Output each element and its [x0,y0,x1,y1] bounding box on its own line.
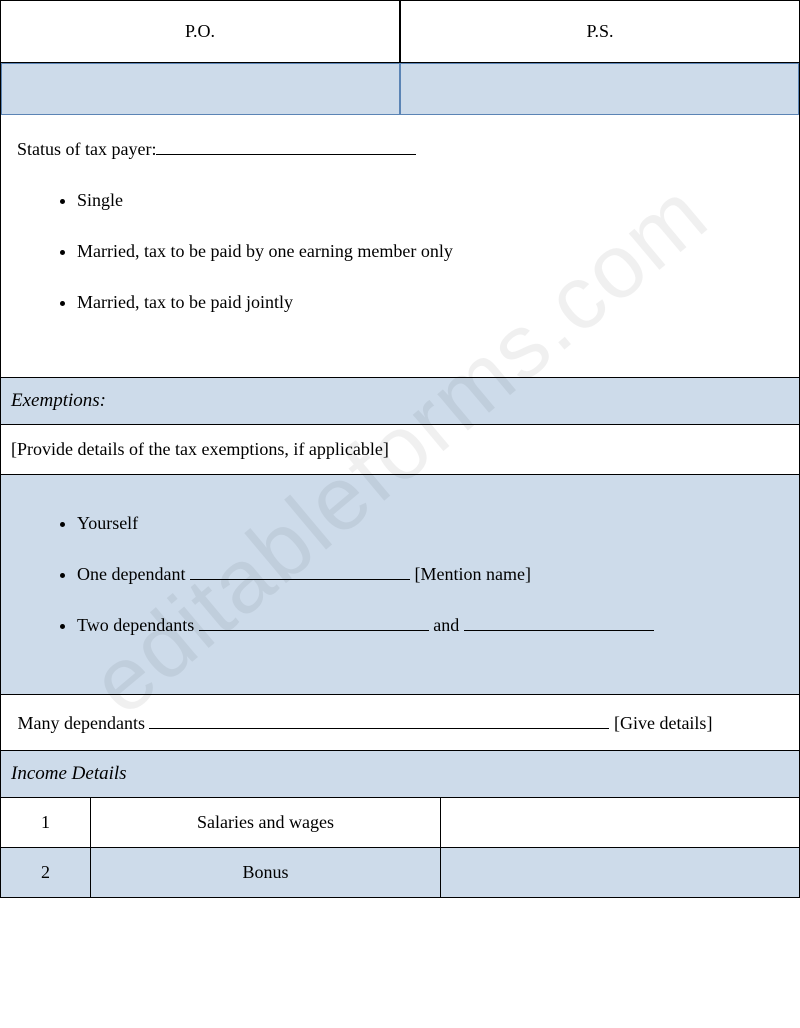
taxpayer-status-section: Status of tax payer: Single Married, tax… [1,115,799,377]
status-label-line: Status of tax payer: [17,137,783,160]
header-po: P.O. [1,1,400,63]
many-dependants-label: Many dependants [18,713,145,733]
income-row-label: Salaries and wages [91,798,441,847]
status-label: Status of tax payer: [17,139,156,159]
two-dependants-input-1[interactable] [199,613,429,631]
one-dependant-label: One dependant [77,564,185,584]
status-options: Single Married, tax to be paid by one ea… [17,190,783,313]
income-heading: Income Details [1,751,799,798]
one-dependant-hint: [Mention name] [414,564,530,584]
many-dependants-input[interactable] [149,711,609,729]
income-row-number: 2 [1,848,91,897]
many-dependants-hint: [Give details] [614,713,712,733]
exemptions-heading: Exemptions: [1,377,799,425]
many-dependants-row: Many dependants [Give details] [1,695,799,751]
income-row-number: 1 [1,798,91,847]
po-input-cell[interactable] [1,63,400,115]
two-dependants-and: and [433,615,459,635]
exemptions-instruction: [Provide details of the tax exemptions, … [1,425,799,475]
header-input-row [1,63,799,115]
status-option: Married, tax to be paid by one earning m… [77,241,783,262]
form-container: P.O. P.S. Status of tax payer: Single Ma… [0,0,800,898]
header-row: P.O. P.S. [1,1,799,63]
income-row-label: Bonus [91,848,441,897]
ps-input-cell[interactable] [400,63,799,115]
two-dependants-input-2[interactable] [464,613,654,631]
income-row-value[interactable] [441,848,799,897]
two-dependants-label: Two dependants [77,615,194,635]
income-row: 1 Salaries and wages [1,798,799,848]
exemption-one-dependant: One dependant [Mention name] [77,562,783,585]
status-option: Married, tax to be paid jointly [77,292,783,313]
exemption-yourself: Yourself [77,513,783,534]
income-row: 2 Bonus [1,848,799,897]
status-input-line[interactable] [156,137,416,155]
income-row-value[interactable] [441,798,799,847]
one-dependant-input[interactable] [190,562,410,580]
exemption-two-dependants: Two dependants and [77,613,783,636]
status-option: Single [77,190,783,211]
exemptions-body: Yourself One dependant [Mention name] Tw… [1,475,799,695]
header-ps: P.S. [400,1,799,63]
